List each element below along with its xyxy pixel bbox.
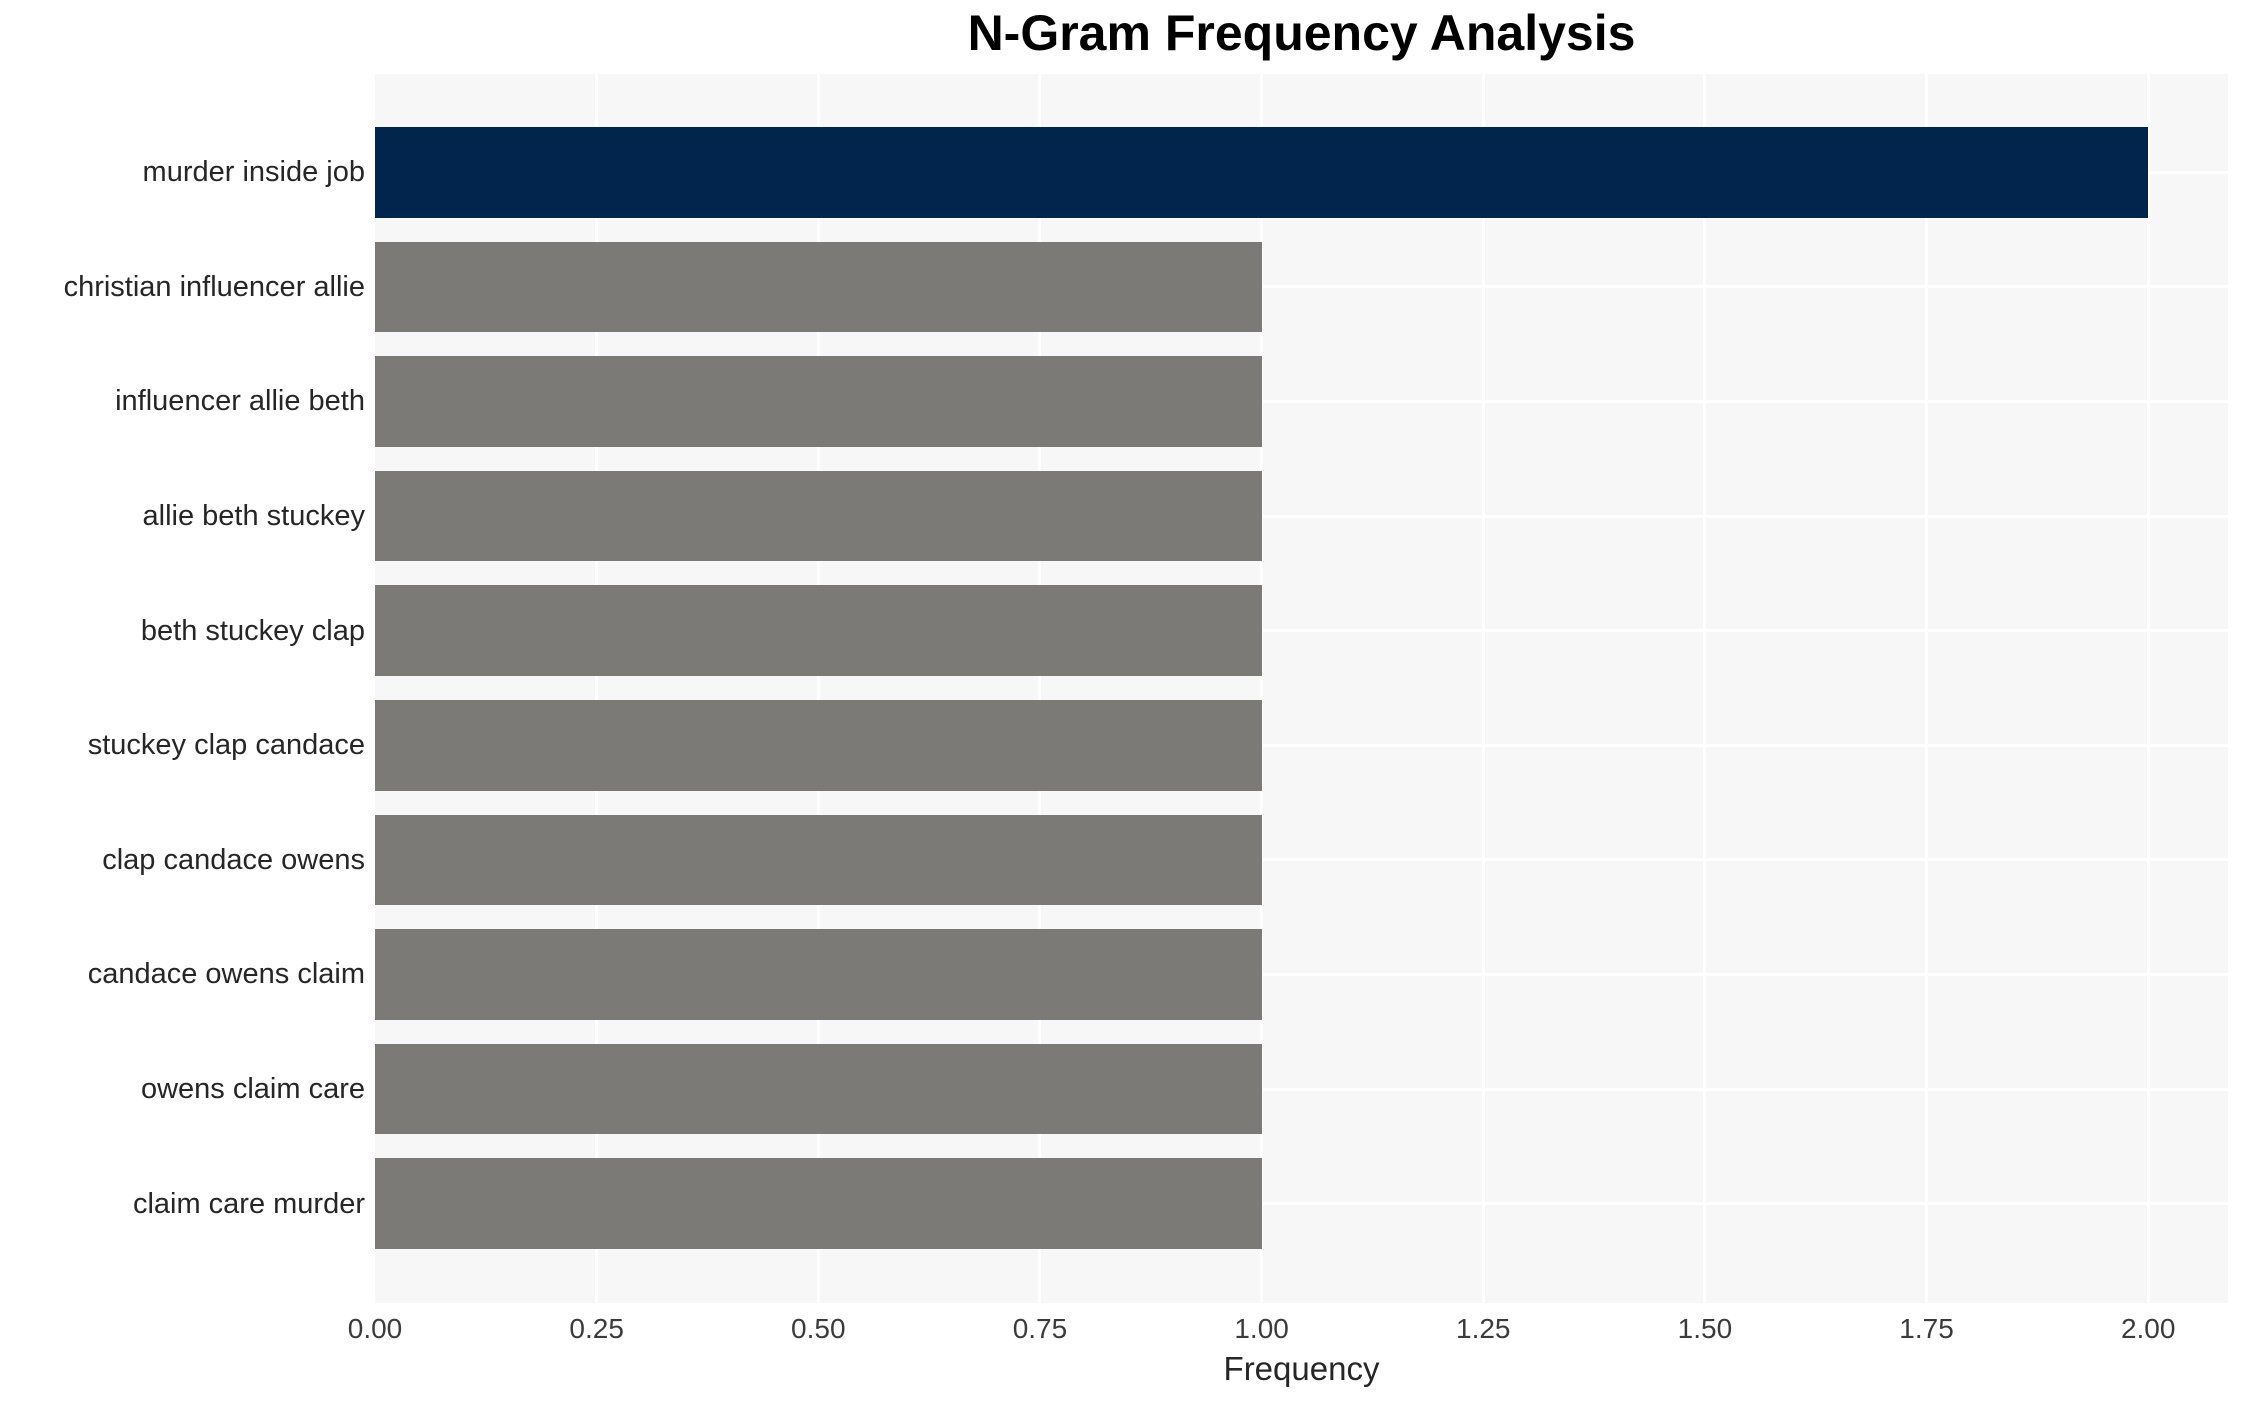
x-tick-label: 0.00 — [347, 1313, 403, 1344]
x-gridline — [1925, 74, 1929, 1303]
y-gridline — [375, 514, 2228, 518]
x-gridline — [1038, 74, 1042, 1303]
x-tick-label: 1.00 — [1234, 1313, 1289, 1344]
x-tick-label: 1.50 — [1677, 1313, 1733, 1344]
category-label: claim care murder — [132, 1187, 365, 1220]
x-tick-label: 1.75 — [1899, 1313, 1954, 1344]
category-label: allie beth stuckey — [142, 500, 365, 533]
x-gridline — [1260, 74, 1264, 1303]
category-label: christian influencer allie — [63, 270, 365, 303]
bar-murder-inside-job — [375, 127, 2149, 218]
category-label: clap candace owens — [102, 843, 365, 876]
x-tick-label: 2.00 — [2120, 1313, 2176, 1344]
category-label: murder inside job — [142, 156, 365, 189]
y-gridline — [375, 743, 2228, 747]
y-gridline — [375, 972, 2228, 976]
y-gridline — [375, 1087, 2228, 1091]
x-gridline — [816, 74, 820, 1303]
y-gridline — [375, 399, 2228, 403]
category-label: beth stuckey clap — [140, 614, 365, 647]
bar-allie-beth-stuckey — [375, 470, 1262, 562]
chart-title: N-Gram Frequency Analysis — [967, 5, 1636, 61]
x-gridline — [2146, 74, 2150, 1303]
bar-stuckey-clap-candace — [375, 700, 1262, 791]
bar-claim-care-murder — [375, 1158, 1262, 1249]
category-label: influencer allie beth — [115, 385, 365, 418]
bar-christian-influencer-allie — [375, 241, 1262, 333]
bar-beth-stuckey-clap — [375, 585, 1262, 676]
x-gridline — [1703, 74, 1707, 1303]
category-label: stuckey clap candace — [87, 729, 365, 762]
y-gridline — [375, 1202, 2228, 1206]
x-tick-label: 0.50 — [791, 1313, 846, 1344]
x-axis-title: Frequency — [1223, 1350, 1380, 1387]
bar-influencer-allie-beth — [375, 356, 1262, 447]
x-tick-label: 0.25 — [569, 1313, 624, 1344]
category-label: candace owens claim — [87, 958, 365, 991]
x-gridline — [1481, 74, 1485, 1303]
y-gridline — [375, 285, 2228, 289]
plot-area — [375, 74, 2228, 1303]
bar-owens-claim-care — [375, 1043, 1262, 1135]
bar-clap-candace-owens — [375, 814, 1262, 906]
x-tick-label: 1.25 — [1456, 1313, 1511, 1344]
category-label: owens claim care — [140, 1073, 365, 1106]
x-gridline — [595, 74, 599, 1303]
bar-candace-owens-claim — [375, 929, 1262, 1020]
y-gridline — [375, 629, 2228, 633]
y-gridline — [375, 858, 2228, 862]
x-tick-label: 0.75 — [1012, 1313, 1068, 1344]
